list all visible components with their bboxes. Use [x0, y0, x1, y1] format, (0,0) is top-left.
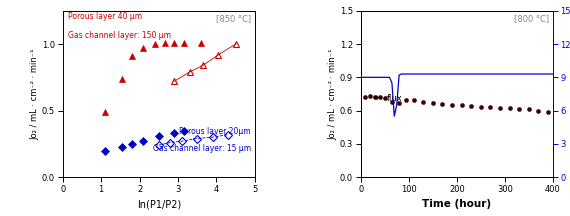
Text: [800 °C]: [800 °C]: [514, 14, 549, 23]
X-axis label: ln(P1/P2): ln(P1/P2): [137, 199, 181, 209]
Text: Porous layer 40 μm: Porous layer 40 μm: [68, 13, 142, 21]
Text: Gas channel layer: 15 μm: Gas channel layer: 15 μm: [153, 144, 251, 153]
Text: Porous layer 20μm: Porous layer 20μm: [180, 127, 251, 136]
X-axis label: Time (hour): Time (hour): [422, 199, 491, 209]
Text: Gas channel layer: 150 μm: Gas channel layer: 150 μm: [68, 31, 172, 40]
Y-axis label: Jo₂ / mL · cm⁻² · min⁻¹: Jo₂ / mL · cm⁻² · min⁻¹: [328, 48, 337, 140]
Text: [850 °C]: [850 °C]: [216, 14, 251, 23]
Text: flux: flux: [374, 94, 403, 103]
Y-axis label: Jo₂ / mL · cm⁻² · min⁻¹: Jo₂ / mL · cm⁻² · min⁻¹: [30, 48, 39, 140]
